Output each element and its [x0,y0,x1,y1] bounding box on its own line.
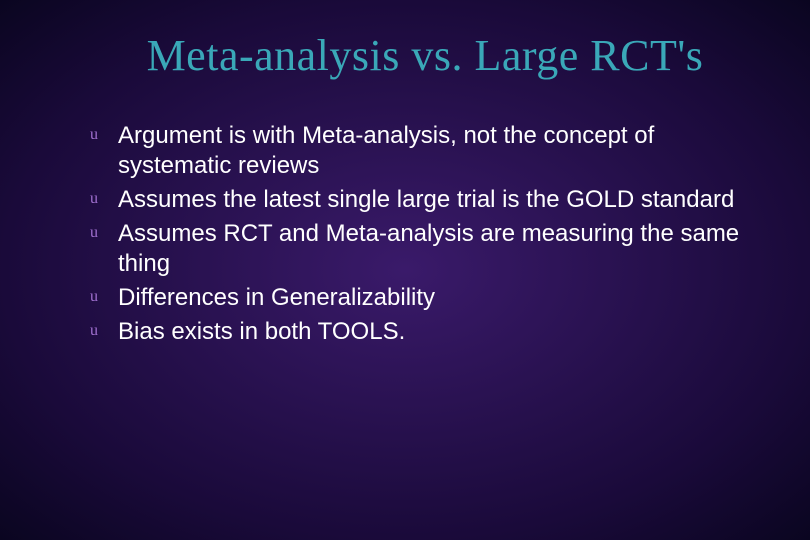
list-item: Assumes the latest single large trial is… [90,185,770,215]
slide: Meta-analysis vs. Large RCT's Argument i… [0,0,810,540]
list-item: Assumes RCT and Meta-analysis are measur… [90,219,770,279]
list-item: Bias exists in both TOOLS. [90,317,770,347]
list-item: Differences in Generalizability [90,283,770,313]
list-item: Argument is with Meta-analysis, not the … [90,121,770,181]
bullet-list: Argument is with Meta-analysis, not the … [40,121,770,347]
slide-title: Meta-analysis vs. Large RCT's [80,30,770,81]
